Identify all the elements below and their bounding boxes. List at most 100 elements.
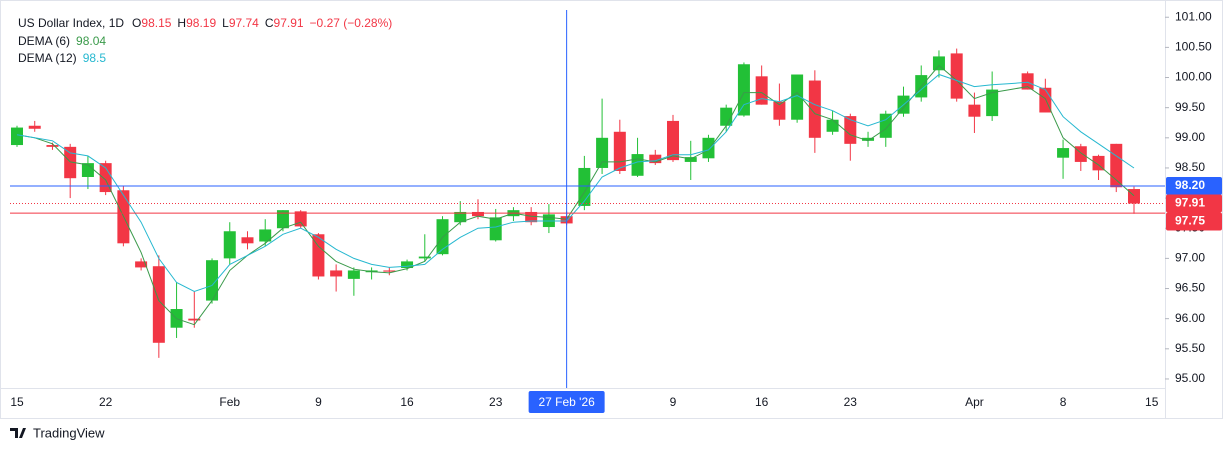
candle-body xyxy=(844,116,857,144)
candle-body xyxy=(1127,189,1140,204)
candle-body xyxy=(294,211,307,227)
candle-body xyxy=(206,260,219,301)
candle xyxy=(312,233,325,280)
x-tick-label: 15 xyxy=(10,395,24,409)
candle xyxy=(968,92,981,133)
crosshair-price-label: 98.20 xyxy=(1175,178,1205,192)
candle-body xyxy=(578,167,591,206)
y-tick-label: 97.00 xyxy=(1175,251,1205,265)
candle-body xyxy=(755,76,768,105)
legend-ohlc-value: 97.91 xyxy=(274,16,304,30)
candle xyxy=(188,291,201,328)
candle xyxy=(844,113,857,161)
candle xyxy=(489,208,502,242)
candle-body xyxy=(631,154,644,176)
candle-body xyxy=(489,217,502,241)
candle xyxy=(950,48,963,102)
candle xyxy=(223,222,236,265)
candle-body xyxy=(135,261,148,268)
candle-body xyxy=(613,131,626,171)
candle xyxy=(1057,139,1070,179)
candle xyxy=(418,234,431,262)
candle-body xyxy=(347,270,360,279)
candle-body xyxy=(932,56,945,71)
y-tick-label: 95.50 xyxy=(1175,341,1205,355)
candle xyxy=(1092,154,1105,181)
candle-body xyxy=(1021,73,1034,90)
candle-body xyxy=(773,101,786,120)
x-tick-label: 23 xyxy=(489,395,503,409)
candle-body xyxy=(525,211,538,223)
candle-body xyxy=(99,163,112,193)
candle xyxy=(932,50,945,78)
x-tick-label: 9 xyxy=(670,395,677,409)
x-tick-label: 23 xyxy=(844,395,858,409)
legend-ohlc-value: 98.15 xyxy=(141,16,171,30)
logo-icon xyxy=(10,428,26,438)
crosshair-price-box xyxy=(1166,177,1222,196)
y-tick-label: 100.50 xyxy=(1175,40,1212,54)
legend-ohlc-value: 98.19 xyxy=(186,16,216,30)
branding[interactable]: TradingView xyxy=(10,425,105,440)
legend-ohlc-key: L xyxy=(222,16,229,30)
candle xyxy=(702,134,715,162)
legend-indicator-value: 98.04 xyxy=(76,34,106,48)
x-tick-label: 8 xyxy=(1060,395,1067,409)
candle xyxy=(808,70,821,153)
x-tick-label: Feb xyxy=(219,395,240,409)
legend-indicator: DEMA (6) 98.04 xyxy=(18,34,106,48)
candle-body xyxy=(1092,155,1105,171)
candle-body xyxy=(46,145,59,147)
candle-body xyxy=(950,53,963,99)
legend-ohlc-value: 97.74 xyxy=(229,16,259,30)
y-tick-label: 99.00 xyxy=(1175,130,1205,144)
candle xyxy=(347,267,360,296)
candle xyxy=(649,149,662,165)
candle-body xyxy=(649,154,662,164)
candle-body xyxy=(383,270,396,272)
candle-body xyxy=(968,104,981,117)
indicator-line xyxy=(16,73,1135,293)
candle-body xyxy=(720,107,733,126)
y-tick-label: 101.00 xyxy=(1175,9,1212,23)
x-tick-label: Apr xyxy=(965,395,984,409)
crosshair-time-label: 27 Feb '26 xyxy=(538,395,595,409)
candle-body xyxy=(684,157,697,162)
last-close-box xyxy=(1166,194,1222,213)
y-tick-label: 96.00 xyxy=(1175,311,1205,325)
price-line-box xyxy=(1166,212,1222,231)
brand-name: TradingView xyxy=(33,425,105,440)
crosshair-time-box xyxy=(528,391,605,413)
candle-body xyxy=(1057,148,1070,158)
legend-ohlc-key: O xyxy=(132,16,141,30)
candle-body xyxy=(826,119,839,132)
legend-indicator-value: 98.5 xyxy=(83,51,107,65)
candle-body xyxy=(81,163,94,177)
candle-body xyxy=(737,64,750,116)
candle-body xyxy=(1074,146,1087,162)
x-tick-label: 9 xyxy=(315,395,322,409)
y-tick-label: 100.00 xyxy=(1175,70,1212,84)
candle-body xyxy=(471,211,484,217)
legend-indicator-name: DEMA (12) xyxy=(18,51,77,65)
candle-body xyxy=(667,120,680,161)
plot-area xyxy=(11,48,1140,358)
x-tick-label: 16 xyxy=(755,395,769,409)
candle-body xyxy=(188,318,201,321)
candle-body xyxy=(418,256,431,259)
candle-body xyxy=(454,211,467,223)
legend-indicator-name: DEMA (6) xyxy=(18,34,70,48)
candle-body xyxy=(1110,143,1123,188)
candle-body xyxy=(986,89,999,117)
candle-body xyxy=(241,237,254,244)
candle xyxy=(206,258,219,304)
candle xyxy=(986,71,999,121)
candle xyxy=(330,264,343,292)
candle xyxy=(737,62,750,117)
candle xyxy=(667,114,680,162)
candle xyxy=(383,267,396,276)
candle xyxy=(28,120,41,132)
candle xyxy=(862,131,875,147)
